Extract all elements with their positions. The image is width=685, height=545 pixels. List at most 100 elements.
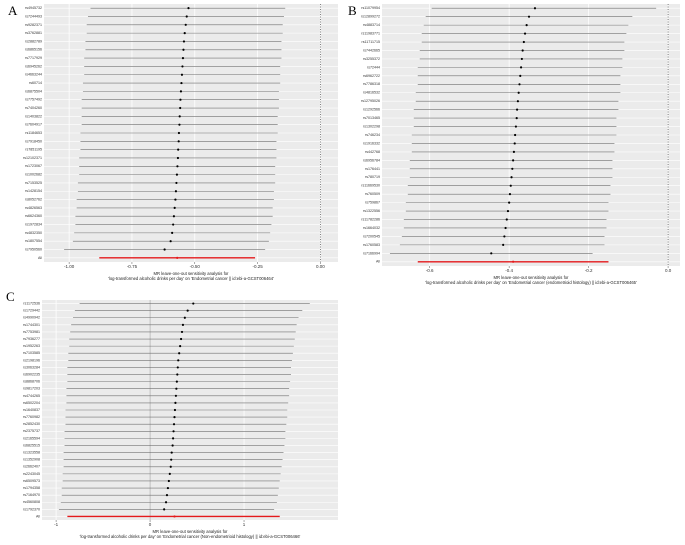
- row-label: rs12899272: [361, 15, 380, 19]
- row-label: rs780719: [365, 175, 380, 179]
- estimate-point: [179, 106, 182, 110]
- estimate-point: [180, 81, 183, 85]
- row-label: rs1403822: [25, 114, 42, 118]
- panel-label: B: [348, 3, 357, 18]
- row-label: rs6902235: [23, 372, 40, 376]
- caption-title: MR leave-one-out sensitivity analysis fo…: [153, 529, 229, 534]
- row-label: rs1184653: [25, 131, 42, 135]
- row-label: rs1302298: [363, 125, 380, 129]
- caption-title: MR leave-one-out sensitivity analysis fo…: [154, 271, 230, 276]
- estimate-point: [187, 7, 190, 10]
- estimate-point: [192, 302, 195, 305]
- estimate-point: [512, 150, 516, 154]
- row-label: rs11669530: [361, 184, 380, 188]
- estimate-point: [163, 508, 166, 511]
- row-label: rs4560808: [23, 500, 40, 504]
- estimate-point: [181, 65, 184, 68]
- row-label: rs4883714: [363, 23, 380, 27]
- row-label: rs7244493: [25, 14, 42, 18]
- estimate-point: [515, 108, 519, 111]
- estimate-point: [178, 352, 181, 355]
- row-label: rs72444: [367, 65, 380, 69]
- row-label: rs4990942: [23, 316, 40, 320]
- row-label: rs1807554: [25, 239, 42, 243]
- row-label: rs4816532: [363, 91, 380, 95]
- estimate-point: [170, 451, 173, 454]
- row-label: rs2882789: [25, 39, 42, 43]
- estimate-point: [533, 7, 537, 10]
- estimate-point: [186, 309, 189, 312]
- summary-point: [176, 256, 179, 259]
- estimate-point: [177, 359, 180, 362]
- row-label: rs7404260: [25, 106, 42, 110]
- estimate-point: [504, 226, 507, 230]
- estimate-point: [519, 74, 522, 77]
- row-label: rs7936277: [23, 337, 40, 341]
- estimate-point: [515, 116, 518, 120]
- x-tick-label: -1: [54, 522, 58, 527]
- estimate-point: [180, 330, 184, 334]
- row-label: rs1972834: [25, 223, 42, 227]
- row-label: rs7950560: [25, 247, 42, 251]
- row-label: rs7851195: [25, 148, 42, 152]
- estimate-point: [174, 198, 177, 201]
- estimate-point: [503, 235, 506, 238]
- estimate-point: [514, 133, 517, 137]
- caption-subtitle: 'log-transformed alcoholic drinks per da…: [80, 534, 301, 539]
- row-label: rs8052762: [25, 198, 42, 202]
- row-label: rs1664032: [363, 226, 380, 230]
- row-label: rs1428154: [25, 189, 42, 193]
- x-tick-label: -0.6: [426, 268, 434, 273]
- estimate-point: [173, 408, 177, 412]
- row-label: rs759867: [365, 201, 380, 205]
- estimate-point: [171, 231, 174, 234]
- row-label: rs6945262: [25, 64, 42, 68]
- row-label: All: [38, 256, 42, 260]
- x-tick-label: -0.50: [190, 264, 201, 269]
- row-label: rs6509573: [23, 479, 40, 483]
- row-label: rs1723067: [25, 164, 42, 168]
- estimate-point: [182, 48, 185, 51]
- estimate-point: [165, 494, 169, 497]
- row-label: rs9282371: [25, 23, 42, 27]
- estimate-point: [510, 176, 513, 179]
- panel-label: C: [6, 289, 15, 304]
- row-label: rs4832350: [25, 231, 42, 235]
- row-label: rs1640837: [23, 408, 40, 412]
- row-label: rs7013465: [363, 116, 380, 120]
- row-label: rs176441: [365, 167, 380, 171]
- estimate-point: [505, 218, 508, 221]
- estimate-point: [169, 465, 172, 468]
- row-label: rs6875504: [25, 89, 42, 93]
- row-label: rs6502204: [23, 401, 40, 405]
- estimate-point: [175, 387, 178, 390]
- x-tick-label: 1: [243, 522, 246, 527]
- row-label: rs7786318: [363, 82, 380, 86]
- estimate-point: [174, 401, 177, 405]
- estimate-point: [177, 140, 180, 143]
- row-label: rs1794358: [23, 486, 40, 490]
- estimate-point: [163, 248, 166, 251]
- estimate-point: [490, 252, 493, 255]
- row-label: rs6624360: [25, 214, 42, 218]
- row-label: rs3255372: [363, 57, 380, 61]
- row-label: rs7753981: [23, 330, 40, 334]
- x-tick-label: 0: [149, 522, 152, 527]
- estimate-point: [508, 201, 511, 204]
- row-label: rs746234: [365, 133, 380, 137]
- row-label: rs7166994: [363, 251, 380, 255]
- row-label: rs2852430: [23, 422, 40, 426]
- row-label: rs12795026: [361, 99, 380, 103]
- row-label: rs4945732: [25, 6, 42, 10]
- row-label: rs60714: [29, 81, 42, 85]
- row-label: rs1002682: [25, 173, 42, 177]
- row-label: rs1322556: [363, 209, 380, 213]
- estimate-point: [514, 125, 518, 128]
- estimate-point: [184, 23, 187, 26]
- estimate-point: [175, 380, 178, 383]
- row-label: rs7604917: [25, 123, 42, 127]
- estimate-point: [172, 215, 176, 218]
- row-label: rs1916332: [363, 141, 380, 145]
- estimate-point: [176, 373, 179, 376]
- estimate-point: [513, 142, 516, 145]
